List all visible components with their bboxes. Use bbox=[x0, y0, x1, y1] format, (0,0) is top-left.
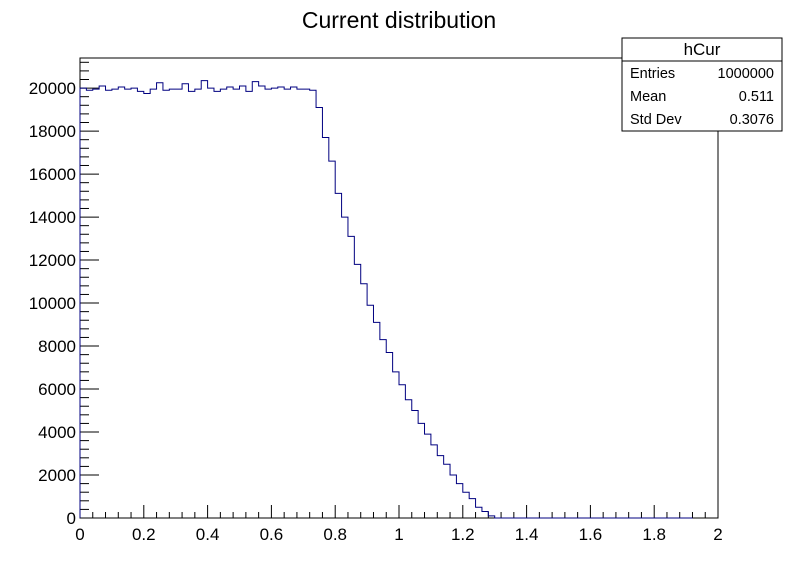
y-tick-label: 4000 bbox=[38, 423, 76, 442]
tick-labels: 0 0.2 0.4 0.6 0.8 1 1.2 1.4 1.6 1.8 2 0 2000 4000 6000… bbox=[29, 79, 723, 544]
y-tick-label: 12000 bbox=[29, 251, 76, 270]
stats-mean-label: Mean bbox=[630, 89, 666, 105]
x-tick-label: 0.4 bbox=[196, 525, 220, 544]
x-tick-label: 0.8 bbox=[323, 525, 347, 544]
chart-title: Current distribution bbox=[302, 7, 496, 33]
x-tick-label: 1.6 bbox=[579, 525, 603, 544]
stats-histogram-name: hCur bbox=[684, 40, 721, 59]
y-tick-label: 20000 bbox=[29, 79, 76, 98]
x-tick-label: 0.2 bbox=[132, 525, 156, 544]
x-tick-label: 1 bbox=[394, 525, 403, 544]
stats-box: hCur Entries 1000000 Mean 0.511 Std Dev … bbox=[621, 37, 783, 132]
y-tick-label: 0 bbox=[67, 509, 76, 528]
y-tick-label: 10000 bbox=[29, 294, 76, 313]
histogram-series-line bbox=[79, 80, 693, 519]
stats-stddev-label: Std Dev bbox=[630, 112, 682, 128]
x-tick-label: 1.4 bbox=[515, 525, 539, 544]
y-tick-label: 6000 bbox=[38, 380, 76, 399]
axis-ticks bbox=[79, 61, 719, 519]
y-tick-label: 14000 bbox=[29, 208, 76, 227]
y-tick-label: 16000 bbox=[29, 165, 76, 184]
stats-entries-label: Entries bbox=[630, 66, 675, 82]
y-tick-label: 2000 bbox=[38, 466, 76, 485]
y-tick-label: 8000 bbox=[38, 337, 76, 356]
x-tick-label: 0.6 bbox=[260, 525, 284, 544]
x-tick-label: 0 bbox=[75, 525, 84, 544]
x-tick-label: 2 bbox=[713, 525, 722, 544]
y-tick-label: 18000 bbox=[29, 122, 76, 141]
stats-mean-value: 0.511 bbox=[739, 89, 774, 105]
x-tick-label: 1.8 bbox=[642, 525, 666, 544]
stats-box-frame bbox=[621, 37, 783, 132]
stats-entries-value: 1000000 bbox=[718, 66, 774, 82]
stats-stddev-value: 0.3076 bbox=[730, 112, 774, 128]
x-tick-label: 1.2 bbox=[451, 525, 475, 544]
